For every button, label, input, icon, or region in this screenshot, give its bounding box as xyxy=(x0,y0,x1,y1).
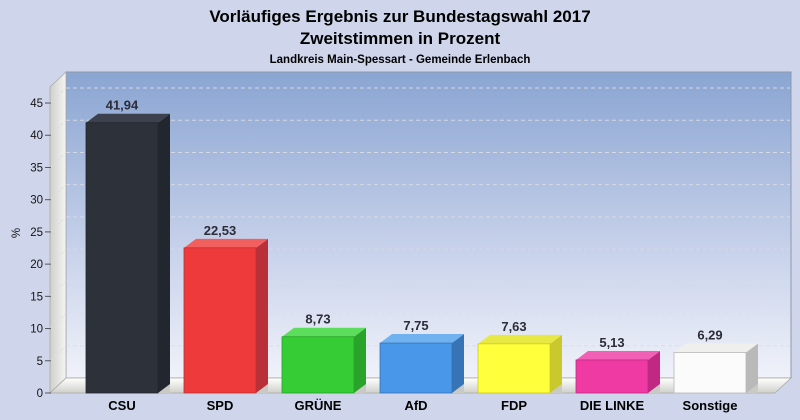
wall-gridline-25 xyxy=(49,216,67,233)
y-tick-label-20: 20 xyxy=(30,259,43,271)
bar-front-face xyxy=(183,247,257,394)
chart-title-line2: Zweitstimmen in Prozent xyxy=(299,29,501,48)
category-label-spd: SPD xyxy=(207,398,234,413)
chart-header: Vorläufiges Ergebnis zur Bundestagswahl … xyxy=(0,0,800,67)
bar-fdp: 7,63 xyxy=(477,319,562,394)
chart-title: Vorläufiges Ergebnis zur Bundestagswahl … xyxy=(209,7,591,26)
bar-front-face xyxy=(477,343,551,394)
y-tick-label-45: 45 xyxy=(30,98,43,110)
bar-front-face xyxy=(575,359,649,394)
bar-value-label: 7,63 xyxy=(501,319,526,334)
wall-gridline-20 xyxy=(49,248,67,265)
bar-side-face xyxy=(158,113,170,393)
bar-side-face xyxy=(648,350,660,393)
bar-front-face xyxy=(85,122,159,394)
y-tick-label-40: 40 xyxy=(30,130,43,142)
wall-gridline-35 xyxy=(49,152,67,168)
wall-gridline-15 xyxy=(49,280,67,297)
bar-die-linke: 5,13 xyxy=(575,335,660,394)
bar-value-label: 5,13 xyxy=(599,335,624,350)
category-label-fdp: FDP xyxy=(501,398,527,413)
category-label-grune: GRÜNE xyxy=(295,398,342,413)
y-tick-label-35: 35 xyxy=(30,162,43,174)
bar-side-face xyxy=(354,327,366,393)
bar-top-face xyxy=(674,343,758,353)
y-tick-label-10: 10 xyxy=(30,324,43,336)
bar-front-face xyxy=(673,352,747,394)
y-tick-label-5: 5 xyxy=(37,356,43,368)
bar-value-label: 22,53 xyxy=(204,223,237,238)
bar-top-face xyxy=(478,334,562,344)
wall-gridline-40 xyxy=(49,119,67,136)
bar-spd: 22,53 xyxy=(183,223,268,394)
bar-value-label: 8,73 xyxy=(305,312,330,327)
y-tick-label-30: 30 xyxy=(30,195,43,207)
bar-front-face xyxy=(281,336,355,394)
chart-subtitle: Landkreis Main-Spessart - Gemeinde Erlen… xyxy=(269,54,531,66)
category-label-sonstige: Sonstige xyxy=(683,398,738,413)
bar-sonstige: 6,29 xyxy=(673,327,758,394)
y-tick-label-0: 0 xyxy=(37,388,43,400)
bar-side-face xyxy=(452,334,464,393)
bar-side-face xyxy=(746,343,758,393)
wall-gridline-5 xyxy=(49,345,67,362)
bar-value-label: 7,75 xyxy=(403,318,428,333)
wall-gridline-10 xyxy=(49,313,67,329)
bar-top-face xyxy=(184,238,268,248)
y-axis-label: % xyxy=(11,228,23,238)
bar-top-face xyxy=(86,113,170,123)
y-tick-label-15: 15 xyxy=(30,291,43,303)
bars-group: 41,94 22,53 8,73 7,75 7,63 5,13 6,29 xyxy=(85,98,758,394)
bar-top-face xyxy=(576,350,660,360)
bar-side-face xyxy=(550,334,562,393)
bar-value-label: 41,94 xyxy=(106,98,139,113)
bar-side-face xyxy=(256,238,268,393)
bar-afd: 7,75 xyxy=(379,318,464,394)
plot-left-wall xyxy=(49,71,67,394)
left-wall-gridline-dashes xyxy=(49,87,67,362)
category-label-afd: AfD xyxy=(404,398,427,413)
bar-value-label: 6,29 xyxy=(697,327,722,342)
y-tick-label-25: 25 xyxy=(30,227,43,239)
bar-grune: 8,73 xyxy=(281,312,366,394)
bar-top-face xyxy=(282,327,366,337)
bar-top-face xyxy=(380,334,464,344)
bar-csu: 41,94 xyxy=(85,98,170,394)
category-label-die-linke: DIE LINKE xyxy=(580,398,645,413)
category-label-csu: CSU xyxy=(108,398,135,413)
bar-front-face xyxy=(379,342,453,394)
wall-gridline-30 xyxy=(49,184,67,201)
category-labels: CSU SPD GRÜNE AfD FDP DIE LINKE Sonstige xyxy=(108,398,737,413)
wall-gridline-45 xyxy=(49,87,67,104)
y-axis-ticks: 0 5 10 15 20 25 30 35 40 45 xyxy=(30,98,51,400)
